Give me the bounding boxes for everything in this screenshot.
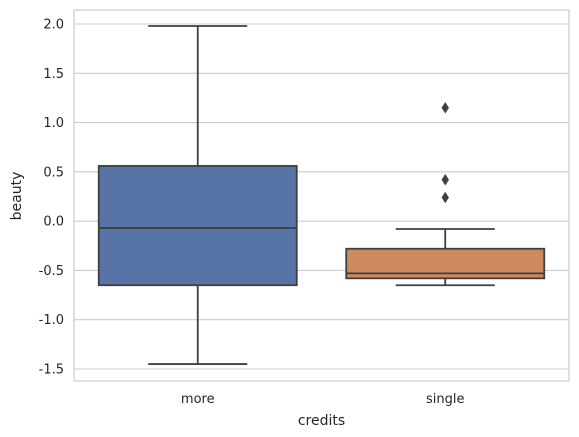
outlier-point: [441, 174, 449, 186]
x-axis-label: credits: [298, 413, 345, 429]
plot-frame: [73, 9, 570, 382]
iqr-box: [97, 165, 298, 287]
y-tick-label: 2.0: [43, 18, 64, 33]
boxes-layer: [97, 25, 546, 365]
x-tick-labels: more single: [181, 392, 465, 407]
y-tick-labels: -1.5 -1.0 -0.5 0.0 0.5 1.0 1.5 2.0: [39, 18, 64, 378]
outlier-point: [441, 191, 449, 204]
y-tick-label: 0.5: [43, 165, 64, 180]
y-tick-label: 0.0: [43, 215, 64, 230]
box-group-more: [97, 25, 298, 365]
y-tick-label: -1.0: [39, 313, 64, 328]
x-tick-label: single: [426, 392, 465, 407]
y-tick-label: 1.5: [43, 67, 64, 82]
y-tick-label: -0.5: [39, 264, 64, 279]
y-tick-label: 1.0: [43, 116, 64, 131]
outlier-point: [441, 102, 449, 114]
box-group-single: [345, 102, 546, 287]
y-tick-label: -1.5: [39, 363, 64, 378]
y-axis-label: beauty: [9, 172, 25, 221]
x-tick-label: more: [181, 392, 215, 407]
